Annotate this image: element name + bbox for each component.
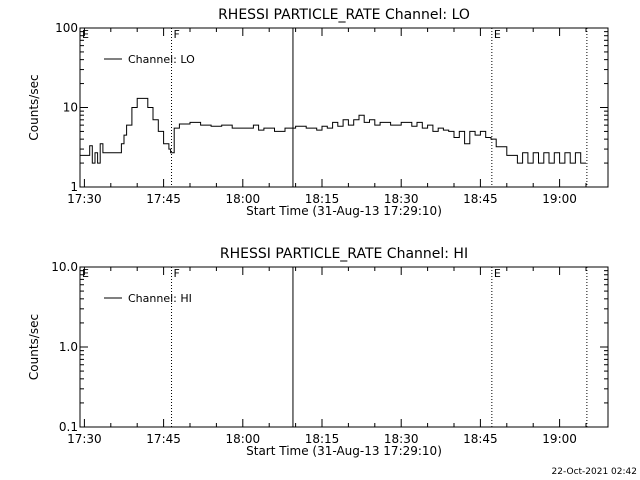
event-marker-label: F	[174, 28, 180, 41]
x-tick-label: 17:30	[67, 192, 102, 206]
legend-label: Channel: LO	[128, 53, 195, 66]
y-tick-label: 1.0	[59, 340, 78, 354]
x-axis-label: Start Time (31-Aug-13 17:29:10)	[246, 204, 442, 218]
event-marker-label: E	[82, 28, 89, 41]
event-marker-label: E	[494, 28, 501, 41]
legend-label: Channel: HI	[128, 292, 192, 305]
y-tick-label: 10.0	[51, 260, 78, 274]
event-marker-label: E	[494, 267, 501, 280]
x-tick-label: 17:45	[146, 432, 181, 446]
y-tick-label: 0.1	[59, 420, 78, 434]
x-tick-label: 17:45	[146, 192, 181, 206]
x-tick-label: 18:00	[226, 192, 261, 206]
x-tick-label: 18:00	[226, 432, 261, 446]
chart-panel-2: RHESSI PARTICLE_RATE Channel: HI 0.1 1.0 10…	[27, 246, 609, 458]
x-tick-label: 18:45	[463, 192, 498, 206]
x-tick-label: 17:30	[67, 432, 102, 446]
x-tick-label: 18:30	[384, 192, 419, 206]
chart-panel-1: RHESSI PARTICLE_RATE Channel: LO 1 10 100 17…	[27, 7, 609, 218]
x-tick-label: 18:15	[305, 192, 340, 206]
x-axis-label: Start Time (31-Aug-13 17:29:10)	[246, 444, 442, 458]
x-tick-label: 19:00	[542, 192, 577, 206]
y-tick-label: 1	[70, 180, 78, 194]
y-axis-label: Counts/sec	[27, 74, 41, 140]
x-tick-label: 18:30	[384, 432, 419, 446]
chart-title: RHESSI PARTICLE_RATE Channel: LO	[218, 7, 470, 23]
event-marker-label: F	[174, 267, 180, 280]
footer-timestamp: 22-Oct-2021 02:42	[552, 467, 637, 477]
chart-title: RHESSI PARTICLE_RATE Channel: HI	[220, 246, 468, 262]
y-tick-label: 10	[63, 101, 78, 115]
x-tick-label: 18:45	[463, 432, 498, 446]
y-tick-label: 100	[55, 21, 78, 35]
y-axis-label: Counts/sec	[27, 314, 41, 380]
x-tick-label: 18:15	[305, 432, 340, 446]
event-marker-label: E	[82, 267, 89, 280]
plot-frame	[79, 266, 609, 428]
series-line	[80, 97, 586, 164]
x-tick-label: 19:00	[542, 432, 577, 446]
